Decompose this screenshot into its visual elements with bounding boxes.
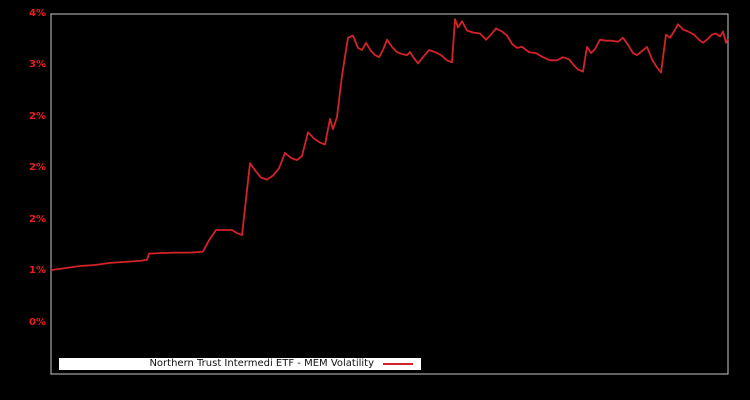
legend-label: Northern Trust Intermedi ETF - MEM Volat…: [149, 358, 374, 369]
y-tick-label: 4%: [29, 8, 46, 19]
y-tick-label: 2%: [29, 162, 46, 174]
y-tick-label: 1%: [29, 265, 46, 277]
y-tick-label: 2%: [29, 213, 46, 225]
y-tick-label: 0%: [29, 316, 46, 328]
legend-line-sample-icon: [383, 363, 413, 365]
legend: Northern Trust Intermedi ETF - MEM Volat…: [58, 357, 422, 371]
y-tick-label: 2%: [29, 110, 46, 122]
y-tick-label: 3%: [29, 59, 46, 71]
volatility-line: [50, 18, 729, 271]
plot-frame: [50, 13, 729, 375]
